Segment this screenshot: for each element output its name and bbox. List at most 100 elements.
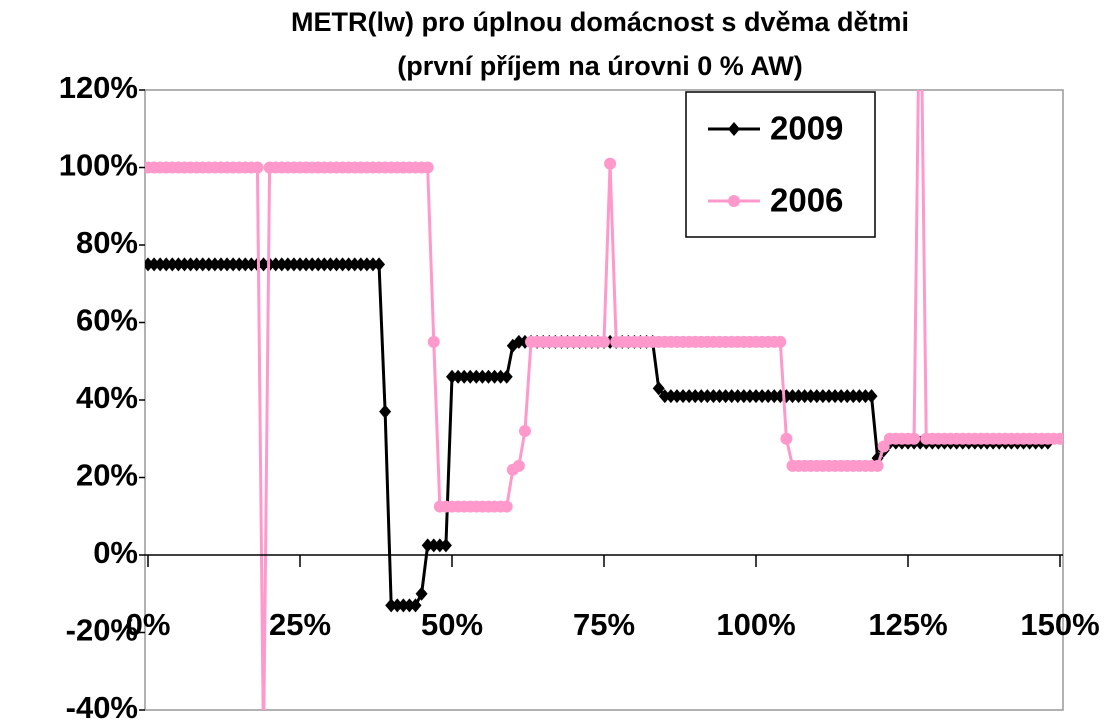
- marker: [433, 538, 446, 553]
- marker: [178, 257, 191, 272]
- marker: [810, 389, 823, 404]
- marker: [518, 425, 531, 437]
- marker: [780, 432, 793, 445]
- marker: [306, 257, 319, 272]
- marker: [816, 389, 829, 404]
- marker: [172, 257, 185, 272]
- marker: [154, 257, 167, 272]
- marker: [190, 257, 203, 272]
- legend-marker: [728, 195, 740, 207]
- y-tick-label: 40%: [76, 380, 138, 415]
- marker: [208, 257, 221, 272]
- marker: [421, 161, 434, 174]
- marker: [598, 335, 610, 348]
- legend-marker: [728, 122, 740, 136]
- marker: [166, 257, 179, 272]
- marker: [415, 586, 428, 601]
- y-tick-label: 120%: [59, 70, 138, 105]
- marker: [348, 257, 361, 272]
- marker: [482, 369, 495, 384]
- marker: [695, 389, 708, 404]
- marker: [227, 257, 240, 272]
- marker: [300, 257, 313, 272]
- marker: [379, 404, 392, 419]
- marker: [391, 598, 404, 613]
- marker: [257, 257, 270, 272]
- marker: [731, 389, 744, 404]
- marker: [409, 598, 422, 613]
- marker: [427, 335, 440, 348]
- marker: [294, 257, 306, 272]
- marker: [458, 369, 471, 384]
- marker: [670, 389, 683, 404]
- marker: [233, 257, 246, 272]
- marker: [725, 389, 738, 404]
- marker: [786, 389, 799, 404]
- x-tick-label: 100%: [716, 607, 795, 642]
- marker: [397, 598, 410, 613]
- marker: [342, 257, 355, 272]
- marker: [366, 257, 379, 272]
- marker: [336, 257, 349, 272]
- marker: [439, 538, 452, 553]
- marker: [452, 369, 465, 384]
- marker: [658, 389, 671, 404]
- y-tick-label: 20%: [76, 458, 138, 493]
- marker: [871, 459, 884, 472]
- marker: [853, 389, 866, 404]
- plot: [145, 90, 1063, 710]
- marker: [713, 389, 726, 404]
- marker: [835, 389, 848, 404]
- marker: [1054, 432, 1063, 445]
- x-tick-label: 75%: [573, 607, 635, 642]
- marker: [354, 257, 367, 272]
- marker: [403, 598, 416, 613]
- y-tick-label: -40%: [66, 690, 138, 725]
- y-tick-label: 100%: [59, 148, 138, 183]
- marker: [604, 157, 617, 170]
- marker: [683, 389, 696, 404]
- marker: [239, 257, 252, 272]
- marker: [768, 389, 781, 404]
- marker: [677, 389, 690, 404]
- y-tick-label: 80%: [76, 225, 138, 260]
- marker: [841, 389, 854, 404]
- marker: [707, 389, 720, 404]
- marker: [737, 389, 750, 404]
- marker: [865, 389, 878, 404]
- marker: [847, 389, 860, 404]
- marker: [689, 389, 702, 404]
- marker: [804, 389, 817, 404]
- marker: [762, 389, 775, 404]
- marker: [488, 369, 501, 384]
- marker: [385, 598, 398, 613]
- marker: [701, 389, 714, 404]
- marker: [318, 257, 331, 272]
- marker: [269, 257, 282, 272]
- marker: [750, 389, 762, 404]
- legend-box: [685, 91, 876, 238]
- legend-label: 2006: [770, 182, 843, 219]
- marker: [512, 334, 525, 349]
- marker: [743, 389, 756, 404]
- y-tick-label: 0%: [93, 535, 138, 570]
- x-tick-label: 125%: [868, 607, 947, 642]
- x-tick-label: 0%: [126, 607, 171, 642]
- marker: [652, 381, 665, 396]
- marker: [512, 459, 525, 472]
- marker: [859, 389, 872, 404]
- x-tick-label: 150%: [1020, 607, 1099, 642]
- marker: [476, 369, 489, 384]
- y-tick-label: -20%: [66, 613, 138, 648]
- marker: [427, 538, 440, 553]
- marker: [221, 257, 234, 272]
- marker: [500, 500, 513, 513]
- marker: [792, 389, 805, 404]
- marker: [719, 389, 732, 404]
- x-tick-label: 50%: [421, 607, 483, 642]
- x-tick-label: 25%: [269, 607, 331, 642]
- marker: [470, 369, 483, 384]
- marker: [287, 257, 300, 272]
- marker: [446, 369, 458, 384]
